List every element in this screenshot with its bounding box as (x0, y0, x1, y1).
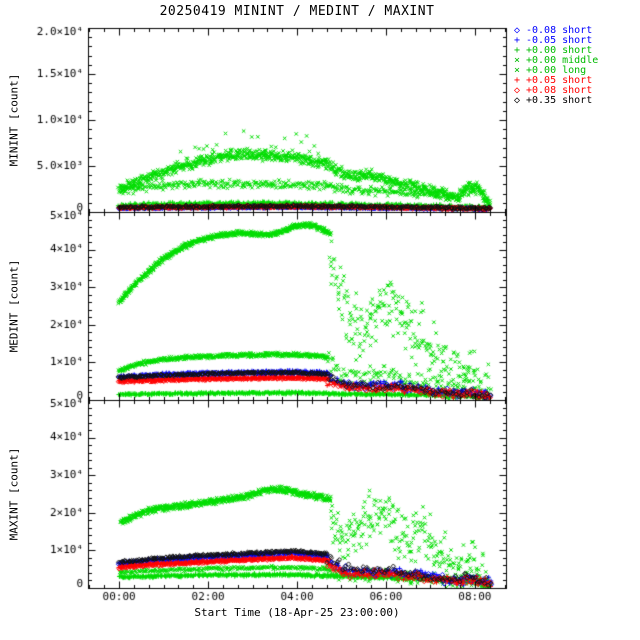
legend-item: + +0.00 short (512, 46, 598, 56)
diamond-marker-icon: ◇ (513, 25, 521, 36)
legend-label: -0.08 short (526, 25, 593, 36)
chart-title: 20250419 MININT / MEDINT / MAXINT (159, 4, 435, 19)
legend-label: +0.00 short (526, 45, 593, 56)
legend-label: -0.05 short (526, 35, 593, 46)
legend-item: ◇ +0.08 short (512, 86, 598, 96)
legend-label: +0.00 middle (526, 55, 599, 66)
legend-item: ◇ -0.08 short (512, 26, 598, 36)
diamond-marker-icon: ◇ (513, 85, 521, 96)
legend-item: ◇ +0.35 short (512, 96, 598, 106)
legend-label: +0.00 long (526, 65, 587, 76)
plus-marker-icon: + (513, 35, 521, 46)
legend-label: +0.05 short (526, 75, 593, 86)
legend-label: +0.35 short (526, 95, 593, 106)
legend-item: + +0.05 short (512, 76, 598, 86)
plus-marker-icon: + (513, 75, 521, 86)
y-axis-label-medint: MEDINT [count] (7, 259, 21, 353)
legend: ◇ -0.08 short + -0.05 short + +0.00 short ×… (512, 26, 598, 106)
y-axis-label-maxint: MAXINT [count] (7, 447, 21, 541)
x-axis-label: Start Time (18-Apr-25 23:00:00) (194, 606, 400, 619)
legend-item: × +0.00 middle (512, 56, 598, 66)
y-axis-label-minint: MININT [count] (7, 73, 21, 167)
plus-marker-icon: + (513, 45, 521, 56)
legend-item: × +0.00 long (512, 66, 598, 76)
cross-marker-icon: × (513, 65, 521, 76)
cross-marker-icon: × (513, 55, 521, 66)
legend-label: +0.08 short (526, 85, 593, 96)
legend-item: + -0.05 short (512, 36, 598, 46)
diamond-marker-icon: ◇ (513, 95, 521, 106)
